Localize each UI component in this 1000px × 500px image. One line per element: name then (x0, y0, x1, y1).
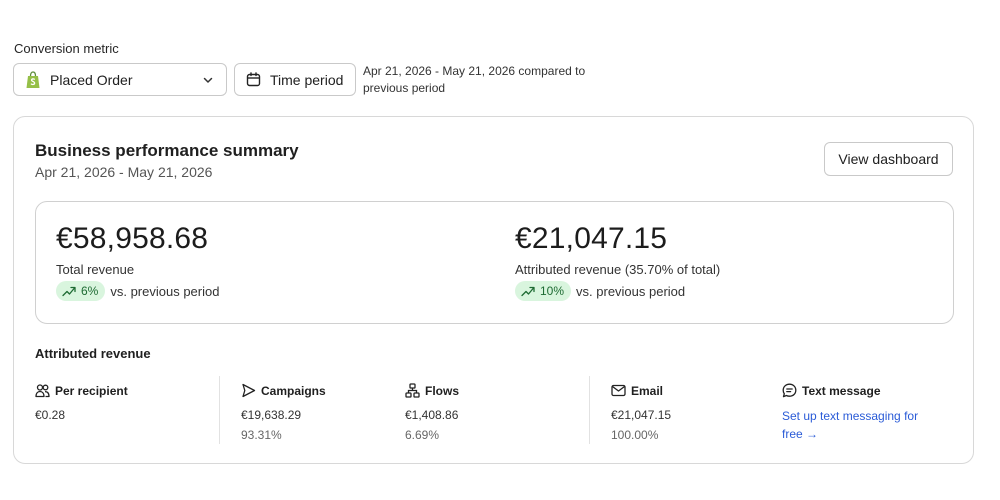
people-icon (35, 384, 50, 398)
total-revenue-change: 6% (81, 284, 99, 298)
per-recipient-column: Per recipient €0.28 (35, 383, 128, 423)
email-column: Email €21,047.15 100.00% (611, 383, 672, 443)
selected-metric: Placed Order (50, 71, 133, 88)
email-value: €21,047.15 (611, 408, 672, 422)
email-icon (611, 384, 626, 397)
attributed-revenue-stat: €21,047.15 Attributed revenue (35.70% of… (515, 222, 720, 301)
flows-percent: 6.69% (405, 428, 440, 442)
text-message-label: Text message (802, 383, 881, 398)
view-dashboard-button[interactable]: View dashboard (824, 142, 953, 176)
email-label: Email (631, 383, 664, 398)
message-icon (782, 383, 797, 398)
attributed-revenue-label: Attributed revenue (35.70% of total) (515, 262, 721, 277)
email-percent: 100.00% (611, 428, 659, 442)
attributed-revenue-change: 10% (540, 284, 565, 298)
campaigns-label: Campaigns (261, 383, 326, 398)
campaigns-column: Campaigns €19,638.29 93.31% (241, 383, 326, 443)
trend-up-icon (521, 286, 535, 297)
revenue-summary-box: €58,958.68 Total revenue 6% vs. previous… (35, 201, 954, 324)
column-divider (589, 376, 590, 444)
flow-icon (405, 383, 420, 398)
total-revenue-label: Total revenue (56, 262, 135, 277)
card-date-range: Apr 21, 2026 - May 21, 2026 (35, 164, 213, 180)
time-period-label: Time period (270, 71, 344, 88)
total-revenue-value: €58,958.68 (56, 222, 209, 255)
chevron-down-icon (203, 77, 213, 83)
time-period-button[interactable]: Time period (234, 63, 356, 96)
attributed-revenue-comparison: vs. previous period (576, 283, 686, 299)
conversion-metric-select[interactable]: Placed Order (13, 63, 227, 96)
column-divider (219, 376, 220, 444)
calendar-icon (246, 72, 261, 87)
business-performance-card: Business performance summary Apr 21, 202… (13, 116, 974, 464)
trend-up-icon (62, 286, 76, 297)
total-revenue-change-badge: 6% (56, 281, 106, 301)
text-message-column: Text message Set up text messaging for f… (782, 383, 922, 443)
flows-label: Flows (425, 383, 460, 398)
attributed-revenue-heading: Attributed revenue (35, 346, 151, 361)
per-recipient-value: €0.28 (35, 408, 66, 422)
total-revenue-stat: €58,958.68 Total revenue 6% vs. previous… (56, 222, 219, 301)
send-icon (242, 383, 256, 398)
attributed-revenue-change-badge: 10% (515, 281, 572, 301)
attributed-revenue-value: €21,047.15 (515, 222, 668, 255)
setup-text-messaging-link[interactable]: Set up text messaging for free → (782, 409, 919, 441)
per-recipient-label: Per recipient (55, 383, 128, 398)
conversion-metric-label: Conversion metric (14, 41, 119, 56)
campaigns-percent: 93.31% (241, 428, 282, 442)
date-range-note: Apr 21, 2026 - May 21, 2026 compared to … (363, 64, 586, 95)
campaigns-value: €19,638.29 (241, 408, 302, 422)
card-title: Business performance summary (35, 141, 299, 160)
shopify-bag-icon (26, 70, 40, 88)
flows-column: Flows €1,408.86 6.69% (405, 383, 459, 442)
flows-value: €1,408.86 (405, 408, 459, 422)
total-revenue-comparison: vs. previous period (110, 283, 220, 299)
